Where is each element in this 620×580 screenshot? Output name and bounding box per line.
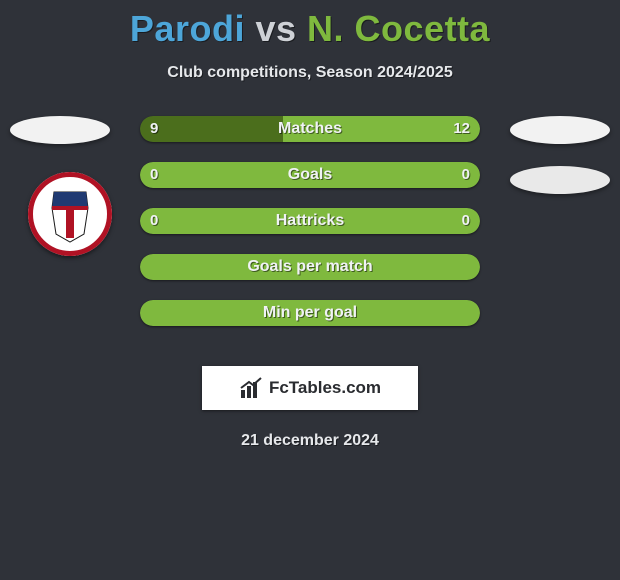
subtitle: Club competitions, Season 2024/2025 (0, 64, 620, 82)
player1-name: Parodi (130, 8, 245, 49)
bar-value-right: 0 (452, 162, 480, 188)
bar-value-left: 0 (140, 162, 168, 188)
player1-club-badge (28, 172, 112, 256)
bar-value-right: 12 (443, 116, 480, 142)
bar-label: Min per goal (140, 300, 480, 326)
brand-watermark: FcTables.com (202, 366, 418, 410)
brand-text: FcTables.com (269, 378, 381, 398)
stat-bar-goals: Goals0 0 (140, 162, 480, 188)
bar-label: Matches (140, 116, 480, 142)
comparison-title: Parodi vs N. Cocetta (0, 0, 620, 50)
bar-label: Hattricks (140, 208, 480, 234)
bar-value-left: 0 (140, 208, 168, 234)
comparison-arena: Matches912Goals00Hattricks00Goals per ma… (0, 116, 620, 356)
stat-bar-min-per-goal: Min per goal (140, 300, 480, 326)
date-line: 21 december 2024 (0, 432, 620, 450)
stat-bars: Matches912Goals00Hattricks00Goals per ma… (140, 116, 480, 346)
bar-label: Goals per match (140, 254, 480, 280)
player1-avatar-placeholder (10, 116, 110, 144)
vs-text: vs (255, 8, 296, 49)
bar-label: Goals (140, 162, 480, 188)
stat-bar-hattricks: Hattricks0 0 (140, 208, 480, 234)
player2-club-placeholder (510, 166, 610, 194)
player2-name: N. Cocetta (307, 8, 490, 49)
club-crest-icon (28, 172, 112, 256)
bar-value-right: 0 (452, 208, 480, 234)
stat-bar-goals-per-match: Goals per match (140, 254, 480, 280)
player2-avatar-placeholder (510, 116, 610, 144)
bars-icon (239, 376, 263, 400)
bar-value-left: 9 (140, 116, 168, 142)
stat-bar-matches: Matches9 12 (140, 116, 480, 142)
